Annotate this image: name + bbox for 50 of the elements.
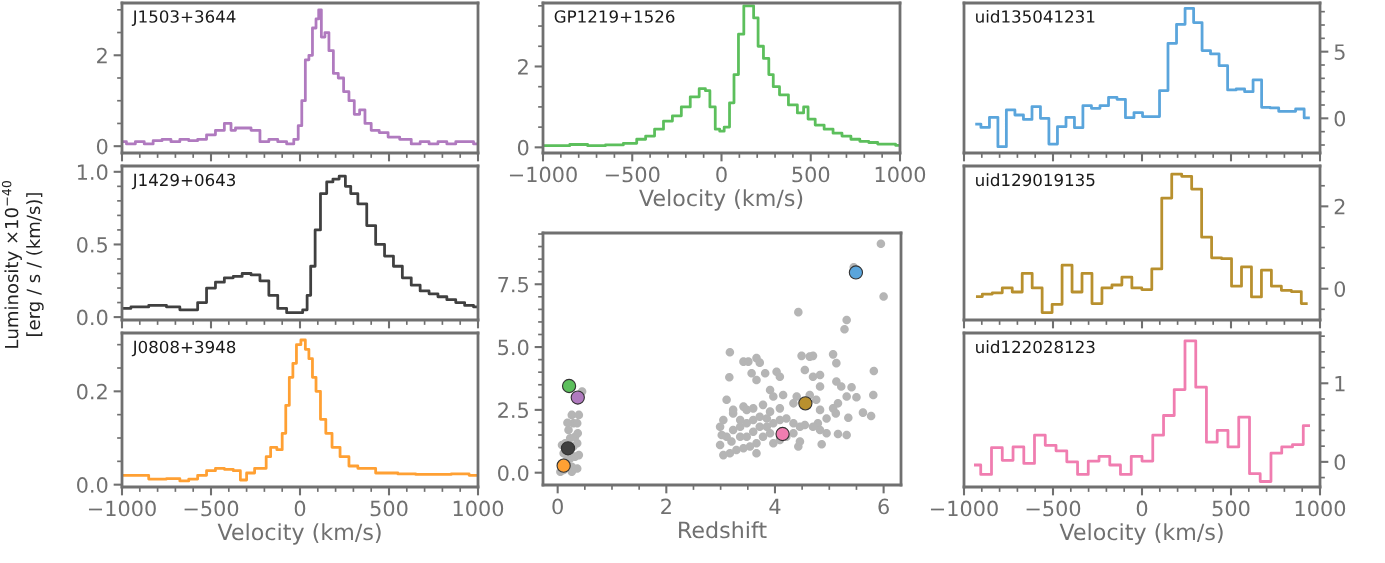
x-tick-label: 0 <box>294 500 306 517</box>
x-tick-label: 0 <box>1136 500 1148 517</box>
x-axis-title: Velocity (km/s) <box>217 523 381 545</box>
y-tick-label: 7.5 <box>498 276 528 293</box>
x-tick-label: 1000 <box>453 500 504 517</box>
x-tick-label: 4 <box>769 498 781 515</box>
y2-tick-label: 1 <box>1335 376 1345 392</box>
y2-tick-label: 0 <box>1334 110 1346 127</box>
x-tick-label: −500 <box>605 166 660 183</box>
annotation: J1503+3644 <box>131 10 236 26</box>
y-tick-label: 0 <box>517 139 529 156</box>
x-tick-label: −500 <box>1026 500 1081 517</box>
y-tick-label: 5.0 <box>498 339 529 356</box>
x-tick-label: −1000 <box>930 500 998 517</box>
x-tick-label: 6 <box>878 498 889 515</box>
x-axis-title: Redshift <box>679 521 767 539</box>
x-tick-label: 500 <box>370 500 408 517</box>
x-tick-label: 500 <box>792 166 830 183</box>
y-tick-label: 0.0 <box>77 477 108 493</box>
x-tick-label: −1000 <box>88 500 156 517</box>
x-tick-label: 1000 <box>1295 500 1346 517</box>
x-tick-label: 2 <box>661 498 671 515</box>
x-tick-label: 0 <box>716 166 727 183</box>
x-axis-title: Velocity (km/s) <box>1059 523 1223 545</box>
x-tick-label: 500 <box>1212 500 1250 517</box>
y2-tick-label: 2 <box>1334 198 1345 215</box>
x-tick-label: −500 <box>184 500 239 517</box>
y-tick-label: 0 <box>96 138 108 155</box>
y-tick-label: 1.0 <box>77 164 108 181</box>
y2-tick-label: 5 <box>1334 44 1345 60</box>
y-tick-label: 2 <box>97 47 107 64</box>
annotation: J1429+0643 <box>131 173 236 190</box>
annotation: uid135041231 <box>976 9 1095 23</box>
x-tick-label: 0 <box>552 498 563 515</box>
x-tick-label: −1000 <box>509 166 577 183</box>
x-axis-title: Velocity (km/s) <box>639 189 803 211</box>
annotation: GP1219+1526 <box>554 10 675 23</box>
y-tick-label: 0.2 <box>77 383 107 400</box>
y-tick-label: 0.5 <box>77 236 107 253</box>
annotation: uid122028123 <box>976 340 1095 354</box>
y2-tick-label: 0 <box>1334 454 1346 471</box>
y-tick-label: 0.0 <box>498 465 529 481</box>
y-axis-title: Luminosity ×10$^{−40}$ [erg / s / (km/s)] <box>1 180 44 348</box>
y-tick-label: 2.5 <box>498 402 528 419</box>
x-tick-label: 1000 <box>875 166 926 183</box>
y-tick-label: 2 <box>518 58 528 75</box>
y-tick-label: 0.0 <box>77 309 108 326</box>
y2-tick-label: 0 <box>1334 281 1346 297</box>
annotation: J0808+3948 <box>131 340 236 357</box>
annotation: uid129019135 <box>976 173 1095 187</box>
